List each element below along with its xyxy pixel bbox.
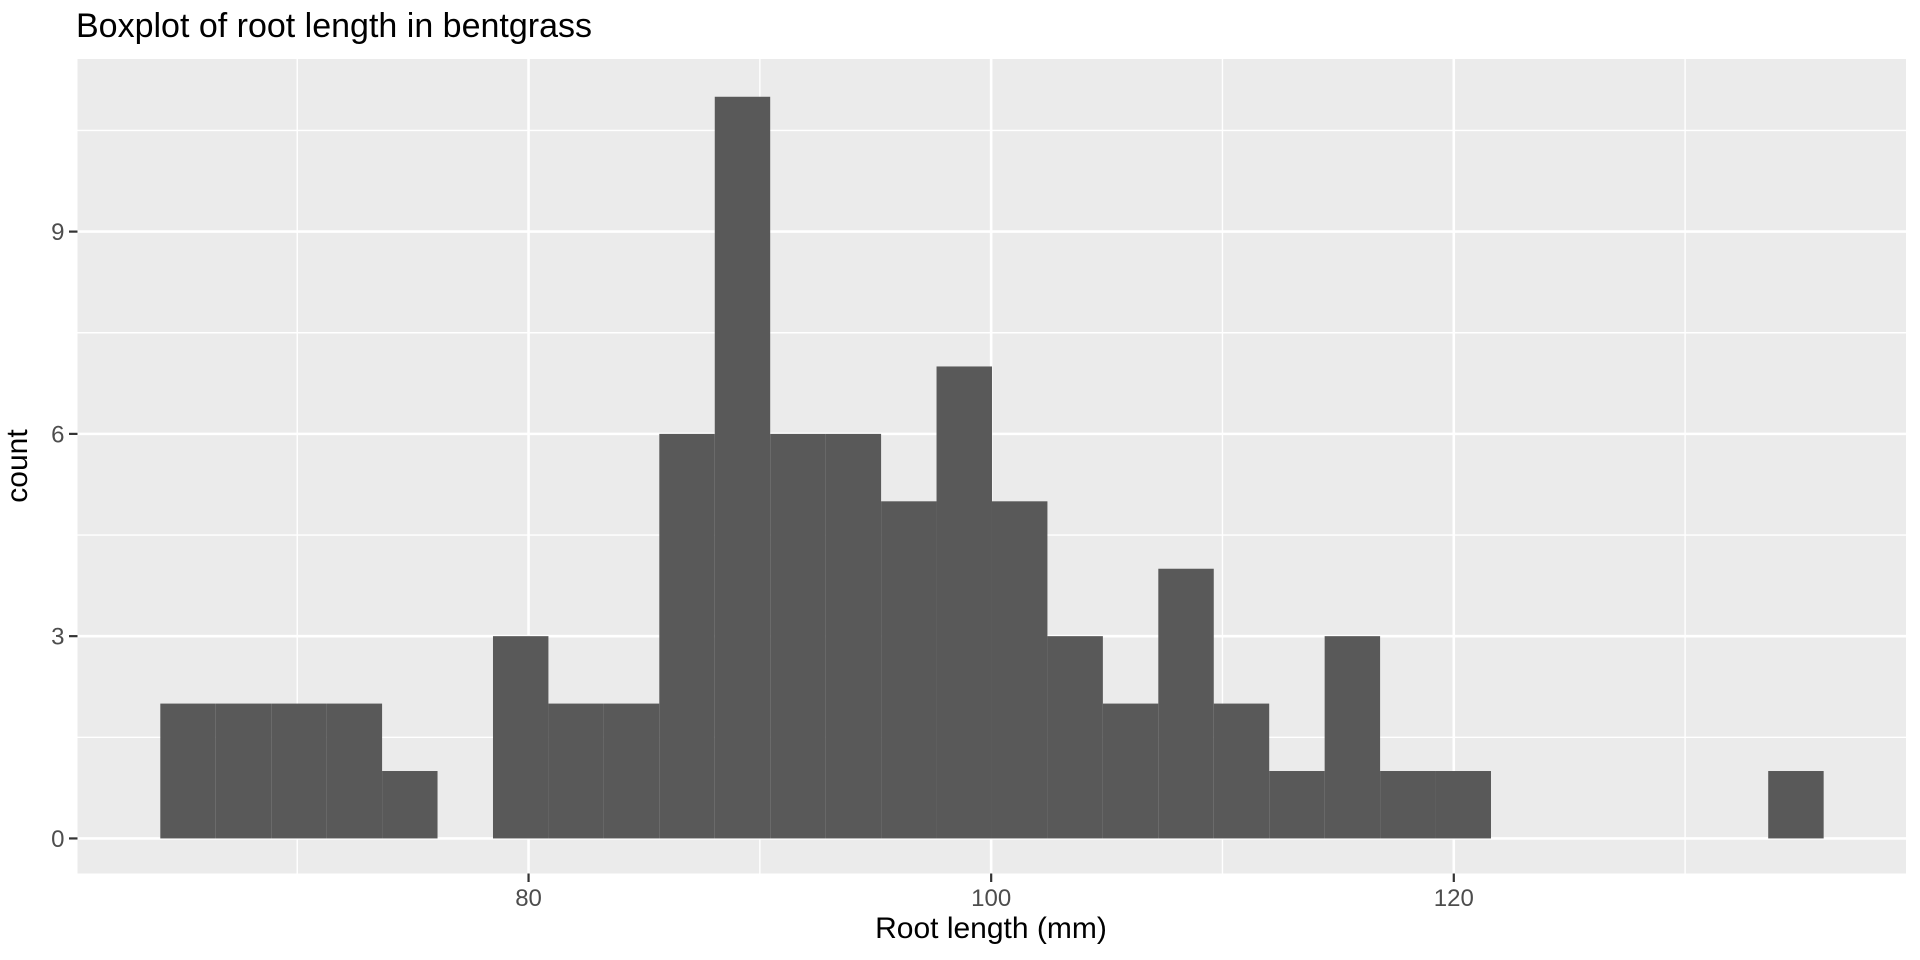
histogram-bar [1047,636,1103,839]
histogram-bar [603,703,660,839]
histogram-bar [271,703,327,839]
histogram-bar [1380,771,1436,839]
x-axis-title: Root length (mm) [875,912,1107,946]
histogram-bar [1768,771,1824,839]
y-tick-label: 0 [51,826,64,853]
histogram-bar [770,433,826,839]
x-tick-label: 120 [1434,885,1474,912]
histogram-bar [1269,771,1325,839]
x-tick-label: 100 [971,885,1011,912]
histogram-bar [659,433,715,839]
x-tick-label: 80 [515,885,542,912]
histogram-bar [160,703,216,839]
histogram-bar [382,771,438,839]
histogram-bar [1102,703,1159,839]
histogram-bar [1213,703,1270,839]
histogram-bar [1435,771,1491,839]
histogram-bar [825,433,882,839]
histogram-bar [548,703,604,839]
histogram-bar [881,501,937,839]
y-tick-label: 6 [51,421,64,448]
histogram-bar [326,703,383,839]
histogram-bar [936,366,992,839]
y-tick-label: 3 [51,624,64,651]
histogram-bar [492,636,549,839]
histogram-bar [1158,568,1214,839]
histogram-bar [991,501,1048,839]
histogram-bar [1324,636,1381,839]
histogram-bar [215,703,272,839]
plot-title: Boxplot of root length in bentgrass [76,7,592,45]
y-tick-label: 9 [51,219,64,246]
histogram-bar [714,96,771,839]
